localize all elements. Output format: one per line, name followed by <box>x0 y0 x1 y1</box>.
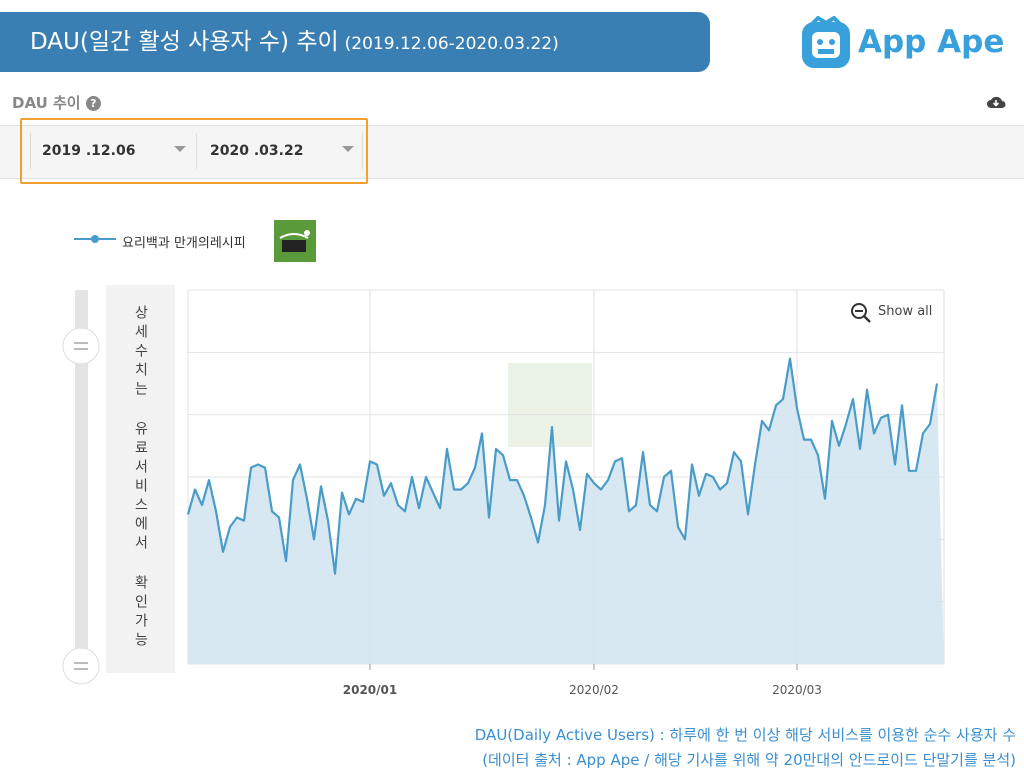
side-note: 상세수치는 유료서비스에서 확인가능 <box>106 285 175 673</box>
area <box>188 358 944 664</box>
footnote: DAU(Daily Active Users) : 하루에 한 번 이상 해당 … <box>474 726 1016 744</box>
app-icon <box>274 220 316 262</box>
footnote: (데이터 출처 : App Ape / 해당 기사를 위해 약 20만대의 안드… <box>482 751 1016 769</box>
help-icon[interactable]: ? <box>85 96 101 111</box>
logo-text: App Ape <box>858 24 1005 60</box>
slider-handles[interactable] <box>60 328 104 698</box>
highlight-box <box>20 118 368 184</box>
section-title: DAU 추이 ? <box>12 92 101 113</box>
show-all-button[interactable]: Show all <box>878 304 933 319</box>
legend-marker[interactable] <box>74 232 116 246</box>
line <box>186 357 939 575</box>
x-tick-label: 2020/01 <box>343 683 397 697</box>
header-title: DAU(일간 활성 사용자 수) 추이 <box>30 29 339 55</box>
logo-icon <box>802 16 850 68</box>
end-date-picker[interactable]: 2020 .03.22 <box>210 143 304 159</box>
header-date-range: (2019.12.06-2020.03.22) <box>344 34 559 54</box>
section-title-text: DAU 추이 <box>12 94 81 112</box>
x-tick-label: 2020/02 <box>569 683 619 697</box>
legend-label[interactable]: 요리백과 만개의레시피 <box>122 236 246 251</box>
zoom-icon[interactable] <box>850 302 872 324</box>
toolbar <box>0 125 1024 179</box>
dropdown-arrow[interactable] <box>174 146 186 152</box>
side-note-text: 상세수치는 유료서비스에서 확인가능 <box>132 305 149 651</box>
watermark <box>508 363 592 447</box>
download-icon[interactable] <box>986 94 1006 110</box>
x-tick-label: 2020/03 <box>772 683 822 697</box>
dropdown-arrow[interactable] <box>342 146 354 152</box>
start-date-picker[interactable]: 2019 .12.06 <box>42 143 136 159</box>
header: DAU(일간 활성 사용자 수) 추이 (2019.12.06-2020.03.2… <box>0 12 710 72</box>
legend-dot <box>91 235 99 243</box>
